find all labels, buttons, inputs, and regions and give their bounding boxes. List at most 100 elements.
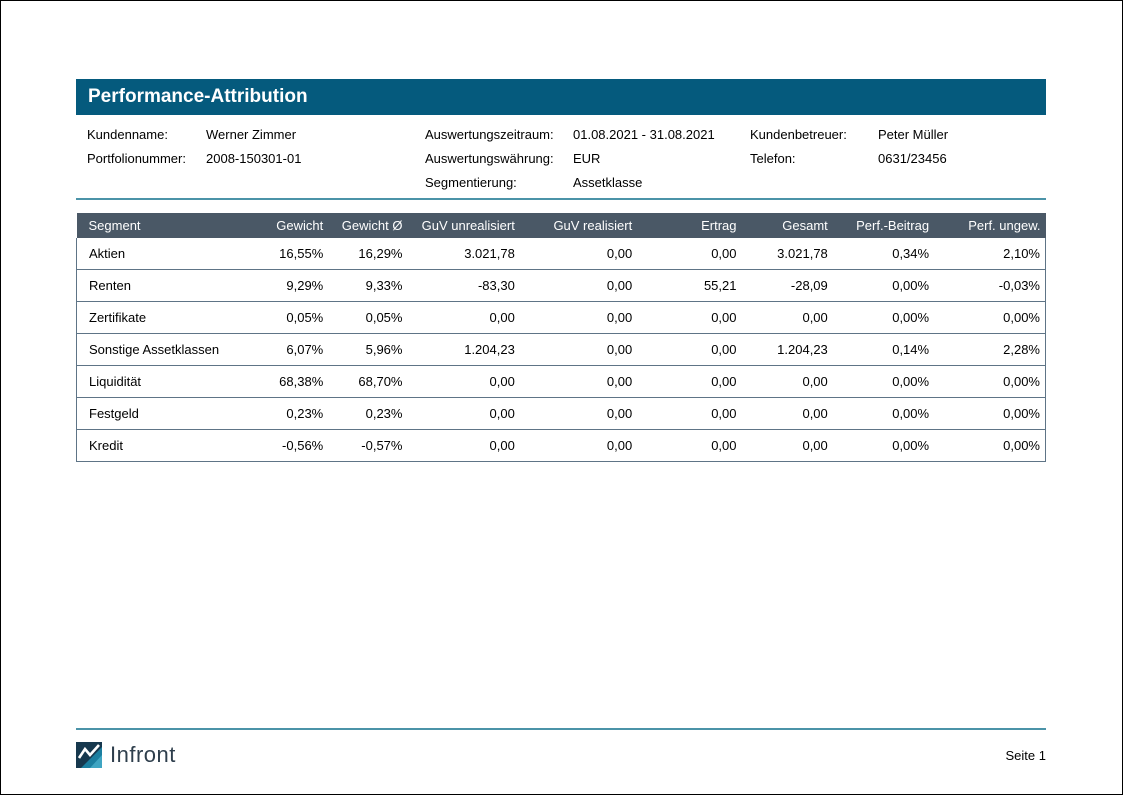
meta-column-advisor: Kundenbetreuer: Peter Müller Telefon: 06… [750,122,948,170]
meta-label: Segmentierung: [425,174,517,190]
column-header: Perf.-Beitrag [832,213,935,238]
value-cell: 5,96% [328,333,408,366]
meta-value: Werner Zimmer [206,126,297,142]
meta-value: 0631/23456 [878,150,947,166]
attribution-table-wrap: Segment Gewicht Gewicht Ø GuV unrealisiert G… [76,213,1047,462]
value-cell: 0,23% [248,397,329,430]
meta-label: Auswertungswährung: [425,150,554,166]
meta-label: Kundenname: [87,126,168,142]
value-cell: 0,23% [328,397,408,430]
value-cell: 0,00% [934,301,1047,334]
meta-column-evaluation: Auswertungszeitraum: 01.08.2021 - 31.08.… [425,122,715,194]
meta-value: EUR [573,150,601,166]
value-cell: 68,70% [328,365,408,398]
table-row: Aktien 16,55% 16,29% 3.021,78 0,00 0,00 3.021,… [76,238,1047,270]
meta-label: Portfolionummer: [87,150,186,166]
value-cell: 0,00 [519,365,638,398]
meta-value: Assetklasse [573,174,643,190]
table-row: Kredit -0,56% -0,57% 0,00 0,00 0,00 0,00 0,00% 0… [76,429,1047,462]
table-row: Zertifikate 0,05% 0,05% 0,00 0,00 0,00 0,00 0,0… [76,301,1047,334]
value-cell: 3.021,78 [407,238,520,270]
value-cell: 6,07% [248,333,329,366]
value-cell: 0,05% [328,301,408,334]
value-cell: 0,00 [637,429,742,462]
column-header: Perf. ungew. [934,213,1046,238]
table-row: Renten 9,29% 9,33% -83,30 0,00 55,21 -28,09 0,0… [76,269,1047,302]
table-row: Festgeld 0,23% 0,23% 0,00 0,00 0,00 0,00 0,00% 0… [76,397,1047,430]
table-row: Liquidität 68,38% 68,70% 0,00 0,00 0,00 0,00 0,… [76,365,1047,398]
value-cell: 0,00 [407,429,520,462]
footer: Infront Seite 1 [76,741,1046,771]
meta-row: Kundenbetreuer: Peter Müller [750,122,948,146]
value-cell: 1.204,23 [407,333,520,366]
value-cell: 1.204,23 [741,333,833,366]
value-cell: 0,00 [637,238,742,270]
brand-logo: Infront [76,742,176,768]
segment-cell: Sonstige Assetklassen [76,333,249,366]
meta-value: Peter Müller [878,126,949,142]
meta-value: 01.08.2021 - 31.08.2021 [573,126,715,142]
value-cell: 0,00 [637,397,742,430]
value-cell: 0,00 [741,301,833,334]
value-cell: 3.021,78 [741,238,833,270]
value-cell: 2,28% [934,333,1047,366]
value-cell: -83,30 [407,269,520,302]
column-header: GuV unrealisiert [407,213,520,238]
table-body: Aktien 16,55% 16,29% 3.021,78 0,00 0,00 3.021,… [76,238,1047,462]
value-cell: 0,00 [637,333,742,366]
column-header: GuV realisiert [519,213,638,238]
column-header: Segment [76,213,249,238]
value-cell: 0,00 [519,238,638,270]
value-cell: 0,00% [832,301,935,334]
value-cell: 0,00 [741,365,833,398]
segment-cell: Zertifikate [76,301,249,334]
value-cell: 0,00% [832,269,935,302]
meta-label: Auswertungszeitraum: [425,126,554,142]
value-cell: 0,00 [519,301,638,334]
value-cell: 0,00% [832,365,935,398]
meta-row: Segmentierung: Assetklasse [425,170,715,194]
value-cell: 68,38% [248,365,329,398]
value-cell: 9,29% [248,269,329,302]
value-cell: 0,00% [934,429,1047,462]
segment-cell: Renten [76,269,249,302]
value-cell: 0,00% [934,397,1047,430]
value-cell: 0,34% [832,238,935,270]
meta-divider [76,198,1046,200]
column-header: Ertrag [637,213,742,238]
attribution-table: Segment Gewicht Gewicht Ø GuV unrealisiert G… [76,213,1047,462]
column-header: Gesamt [741,213,833,238]
page-number: Seite 1 [1005,748,1046,763]
value-cell: 0,05% [248,301,329,334]
meta-row: Kundenname: Werner Zimmer [87,122,301,146]
meta-row: Portfolionummer: 2008-150301-01 [87,146,301,170]
meta-section: Kundenname: Werner Zimmer Portfolionumme… [76,122,1046,196]
value-cell: 0,14% [832,333,935,366]
meta-label: Telefon: [750,150,796,166]
value-cell: 0,00 [741,429,833,462]
infront-logo-icon [76,742,102,768]
value-cell: 16,55% [248,238,329,270]
table-header-row: Segment Gewicht Gewicht Ø GuV unrealisiert G… [76,213,1046,238]
table-row: Sonstige Assetklassen 6,07% 5,96% 1.204,23 0… [76,333,1047,366]
segment-cell: Festgeld [76,397,249,430]
value-cell: 55,21 [637,269,742,302]
value-cell: -0,57% [328,429,408,462]
meta-label: Kundenbetreuer: [750,126,847,142]
value-cell: 0,00 [519,333,638,366]
meta-row: Auswertungswährung: EUR [425,146,715,170]
footer-divider [76,728,1046,730]
segment-cell: Kredit [76,429,249,462]
value-cell: 0,00 [741,397,833,430]
value-cell: -0,03% [934,269,1047,302]
value-cell: 0,00 [637,365,742,398]
value-cell: 0,00 [407,301,520,334]
column-header: Gewicht [248,213,329,238]
segment-cell: Aktien [76,238,249,270]
value-cell: 0,00 [407,365,520,398]
value-cell: 0,00 [637,301,742,334]
value-cell: 0,00 [519,429,638,462]
meta-row: Auswertungszeitraum: 01.08.2021 - 31.08.… [425,122,715,146]
value-cell: -28,09 [741,269,833,302]
